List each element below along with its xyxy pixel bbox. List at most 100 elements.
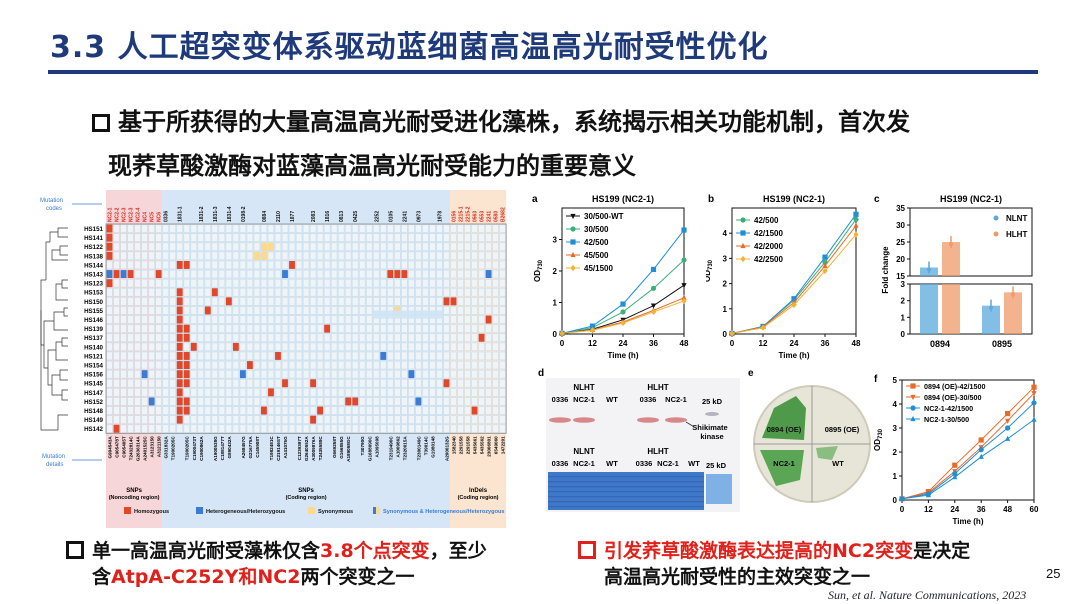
- heatmap-cell: [197, 306, 204, 315]
- heatmap-cell: [316, 269, 324, 279]
- heatmap-cell: [485, 297, 492, 306]
- heatmap-cell: [478, 342, 485, 352]
- heatmap-cell: [211, 324, 218, 333]
- heatmap-cell: [415, 260, 422, 270]
- heatmap-cell: [436, 297, 443, 306]
- heatmap-cell: [302, 369, 310, 379]
- heatmap-cell: [295, 406, 303, 415]
- heatmap-cell: [155, 288, 162, 297]
- mutation-cell: [176, 342, 183, 351]
- y-tick-label: 35: [896, 204, 905, 213]
- heatmap-cell: [253, 288, 261, 297]
- heatmap-cell: [288, 424, 296, 433]
- heatmap-cell: [302, 269, 310, 279]
- heatmap-cell: [253, 415, 261, 424]
- mutation-detail-label: C905478T: [115, 436, 120, 458]
- heatmap-cell: [309, 251, 317, 261]
- y-axis-label: OD730: [706, 259, 714, 282]
- heatmap-cell: [302, 297, 310, 306]
- legend-swatch: [308, 507, 315, 514]
- heatmap-cell: [408, 333, 415, 342]
- legend-label: HLHT: [1006, 230, 1027, 239]
- heatmap-cell: [120, 397, 127, 406]
- heatmap-cell: [387, 297, 394, 306]
- heatmap-cell: [457, 351, 464, 361]
- heatmap-cell: [309, 315, 317, 324]
- heatmap-cell: [499, 324, 506, 333]
- heatmap-cell: [387, 342, 394, 352]
- heatmap-cell: [246, 388, 254, 397]
- heatmap-cell: [492, 333, 499, 342]
- heatmap-cell: [450, 278, 457, 288]
- heatmap-cell: [274, 397, 282, 406]
- heatmap-cell: [450, 306, 457, 315]
- heatmap-cell: [134, 397, 141, 406]
- heatmap-cell: [239, 351, 247, 361]
- heatmap-cell: [338, 415, 345, 424]
- heatmap-cell: [155, 424, 162, 433]
- heatmap-cell: [415, 242, 422, 251]
- heatmap-cell: [134, 379, 141, 388]
- heatmap-cell: [197, 369, 204, 379]
- heatmap-cell: [401, 333, 408, 342]
- dendrogram-branch: [49, 231, 58, 242]
- mutation-detail-label: G1688090C: [367, 436, 372, 461]
- heatmap-cell: [366, 406, 373, 415]
- heatmap-cell: [485, 233, 492, 242]
- mutation-detail-label: C1900862A: [199, 436, 204, 461]
- y-tick-label: 30: [896, 221, 905, 230]
- data-point: [927, 267, 931, 272]
- heatmap-cell: [450, 242, 457, 251]
- heatmap-cell: [204, 233, 211, 242]
- heatmap-cell: [148, 315, 155, 324]
- heatmap-cell: [394, 379, 401, 388]
- heatmap-cell: [113, 306, 120, 315]
- legend-swatch: [196, 507, 203, 514]
- heatmap-cell: [155, 324, 162, 333]
- mutation-code-label: 1831-1: [178, 206, 184, 222]
- heatmap-cell: [352, 369, 359, 379]
- heatmap-cell: [169, 288, 176, 297]
- mutation-detail-label: A3123150: [150, 436, 155, 458]
- mutation-cell: [204, 306, 211, 315]
- heatmap-cell: [471, 333, 478, 342]
- heatmap-cell: [408, 260, 415, 270]
- mutation-cell: [176, 306, 183, 315]
- heatmap-cell: [499, 388, 506, 397]
- heatmap-cell: [366, 388, 373, 397]
- heatmap-cell: [134, 224, 141, 233]
- heatmap-cell: [309, 388, 317, 397]
- heatmap-cell: [267, 288, 275, 297]
- heatmap-cell: [295, 278, 303, 288]
- heatmap-cell: [464, 342, 471, 352]
- legend-label: 42/2000: [754, 242, 783, 251]
- mutation-details-label: Mutation: [42, 454, 65, 460]
- heatmap-cell: [169, 269, 176, 279]
- mutation-code-label: 2215-2: [466, 206, 472, 222]
- heatmap-cell: [471, 415, 478, 424]
- heatmap-cell: [471, 324, 478, 333]
- heatmap-cell: [338, 424, 345, 433]
- heatmap-cell: [366, 233, 373, 242]
- heatmap-cell: [443, 251, 450, 261]
- heatmap-cell: [239, 388, 247, 397]
- mutation-cell: [176, 406, 183, 415]
- heatmap-cell: [408, 242, 415, 251]
- heatmap-cell: [232, 242, 240, 251]
- heatmap-cell: [190, 242, 197, 251]
- heatmap-cell: [197, 406, 204, 415]
- lane-label: NC2-1: [657, 459, 679, 468]
- dendrogram-branch: [57, 414, 68, 430]
- heatmap-cell: [288, 306, 296, 315]
- heatmap-cell: [232, 397, 240, 406]
- heatmap-cell: [457, 379, 464, 388]
- heatmap-cell: [492, 269, 499, 279]
- heatmap-cell: [162, 306, 169, 315]
- x-tick-label: 0895: [992, 339, 1012, 349]
- heatmap-cell: [274, 306, 282, 315]
- heatmap-cell: [148, 251, 155, 261]
- heatmap-cell: [359, 333, 366, 342]
- heatmap-cell: [148, 406, 155, 415]
- heatmap-cell: [422, 297, 429, 306]
- mutation-cell: [176, 415, 183, 424]
